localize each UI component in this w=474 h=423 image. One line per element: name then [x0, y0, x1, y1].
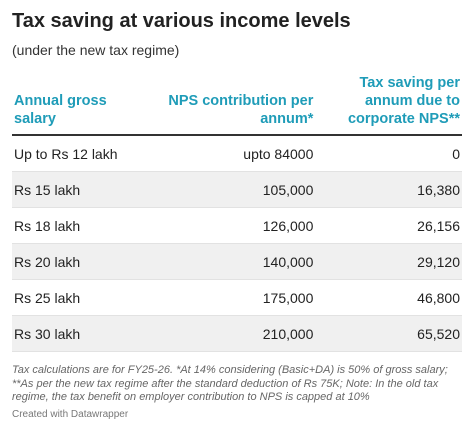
table-cell: Rs 25 lakh [12, 279, 149, 316]
table-row: Rs 18 lakh 126,000 26,156 [12, 207, 462, 244]
table-cell: 46,800 [315, 279, 462, 316]
footnote: Tax calculations are for FY25-26. *At 14… [12, 364, 448, 403]
table-cell: 65,520 [315, 315, 462, 352]
table-cell: 29,120 [315, 243, 462, 280]
table-head: Annual gross salary NPS contribution per … [12, 74, 462, 136]
table-row: Rs 30 lakh 210,000 65,520 [12, 315, 462, 352]
table-cell: 26,156 [315, 207, 462, 244]
table-cell: 140,000 [148, 243, 316, 280]
table-row: Rs 20 lakh 140,000 29,120 [12, 243, 462, 280]
table-cell: Up to Rs 12 lakh [12, 135, 149, 172]
table-row: Rs 15 lakh 105,000 16,380 [12, 171, 462, 208]
table-cell: Rs 18 lakh [12, 207, 149, 244]
credit: Created with Datawrapper [12, 408, 129, 420]
data-table: Annual gross salary NPS contribution per … [12, 74, 462, 352]
table-cell: Rs 30 lakh [12, 315, 149, 352]
table-cell: 16,380 [315, 171, 462, 208]
table-cell: 126,000 [148, 207, 316, 244]
column-header: NPS contribution per annum* [148, 74, 316, 136]
table-body: Up to Rs 12 lakh upto 84000 0 Rs 15 lakh 105… [12, 135, 462, 352]
table-cell: Rs 20 lakh [12, 243, 149, 280]
table-cell: upto 84000 [148, 135, 316, 172]
table-cell: 105,000 [148, 171, 316, 208]
title: Tax saving at various income levels [12, 10, 351, 32]
table-cell: 210,000 [148, 315, 316, 352]
column-header: Annual gross salary [12, 74, 149, 136]
subtitle: (under the new tax regime) [12, 42, 180, 58]
table-row: Up to Rs 12 lakh upto 84000 0 [12, 135, 462, 172]
header-row: Annual gross salary NPS contribution per … [12, 74, 462, 136]
table-cell: Rs 15 lakh [12, 171, 149, 208]
table-cell: 0 [315, 135, 462, 172]
table-cell: 175,000 [148, 279, 316, 316]
column-header: Tax saving per annum due to corporate NP… [315, 74, 462, 136]
table-row: Rs 25 lakh 175,000 46,800 [12, 279, 462, 316]
